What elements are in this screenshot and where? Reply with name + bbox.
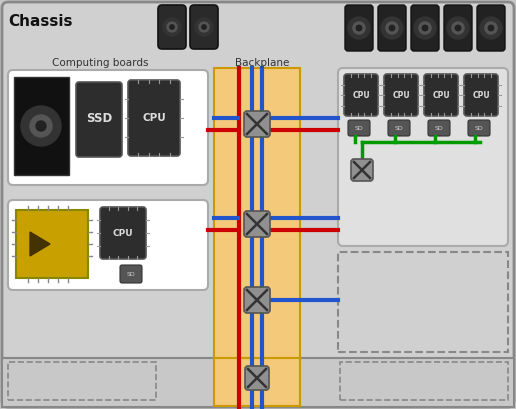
Circle shape: [21, 106, 61, 146]
Text: Backplane: Backplane: [235, 58, 289, 68]
Circle shape: [170, 25, 174, 29]
Text: SSD: SSD: [86, 112, 112, 126]
FancyBboxPatch shape: [8, 70, 208, 185]
FancyBboxPatch shape: [344, 74, 378, 116]
Bar: [340, 362, 508, 400]
Circle shape: [419, 22, 431, 34]
FancyBboxPatch shape: [348, 120, 370, 136]
Bar: [8, 362, 156, 400]
FancyBboxPatch shape: [345, 5, 373, 51]
FancyBboxPatch shape: [245, 366, 269, 390]
Text: CPU: CPU: [142, 113, 166, 123]
FancyBboxPatch shape: [428, 120, 450, 136]
FancyBboxPatch shape: [468, 120, 490, 136]
FancyBboxPatch shape: [464, 74, 498, 116]
FancyBboxPatch shape: [444, 5, 472, 51]
Bar: [214, 68, 300, 358]
Circle shape: [455, 25, 461, 31]
Circle shape: [353, 22, 365, 34]
FancyBboxPatch shape: [76, 82, 122, 157]
Text: SD: SD: [475, 126, 483, 130]
FancyBboxPatch shape: [128, 80, 180, 156]
FancyBboxPatch shape: [190, 5, 218, 49]
FancyBboxPatch shape: [244, 111, 270, 137]
Circle shape: [30, 115, 52, 137]
Circle shape: [386, 22, 398, 34]
Circle shape: [389, 25, 395, 31]
FancyBboxPatch shape: [351, 159, 373, 181]
Text: SD: SD: [354, 126, 363, 130]
Circle shape: [485, 22, 497, 34]
Circle shape: [36, 121, 46, 131]
Circle shape: [414, 17, 436, 39]
Text: Computing boards: Computing boards: [52, 58, 148, 68]
Circle shape: [381, 17, 403, 39]
FancyBboxPatch shape: [338, 68, 508, 246]
Circle shape: [480, 17, 502, 39]
Text: CPU: CPU: [432, 90, 450, 99]
Bar: [338, 252, 508, 352]
Bar: [14, 77, 69, 175]
Text: CPU: CPU: [112, 229, 133, 238]
Circle shape: [348, 17, 370, 39]
FancyBboxPatch shape: [384, 74, 418, 116]
FancyBboxPatch shape: [424, 74, 458, 116]
Polygon shape: [30, 232, 50, 256]
Bar: [16, 210, 88, 278]
FancyBboxPatch shape: [100, 207, 146, 259]
Bar: [2, 358, 514, 407]
FancyBboxPatch shape: [244, 211, 270, 237]
Circle shape: [199, 22, 209, 32]
Text: SD: SD: [434, 126, 443, 130]
FancyBboxPatch shape: [477, 5, 505, 51]
Text: Chassis: Chassis: [8, 14, 73, 29]
Circle shape: [163, 18, 181, 36]
Bar: [214, 358, 300, 406]
FancyBboxPatch shape: [158, 5, 186, 49]
FancyBboxPatch shape: [388, 120, 410, 136]
Circle shape: [167, 22, 177, 32]
FancyBboxPatch shape: [8, 200, 208, 290]
Circle shape: [447, 17, 469, 39]
Text: SD: SD: [126, 272, 135, 276]
FancyBboxPatch shape: [411, 5, 439, 51]
Text: CPU: CPU: [352, 90, 370, 99]
Text: ✕: ✕: [36, 119, 46, 133]
Circle shape: [452, 22, 464, 34]
FancyBboxPatch shape: [244, 287, 270, 313]
Circle shape: [422, 25, 428, 31]
Text: SD: SD: [395, 126, 404, 130]
Text: CPU: CPU: [472, 90, 490, 99]
FancyBboxPatch shape: [120, 265, 142, 283]
Circle shape: [202, 25, 206, 29]
Text: CPU: CPU: [392, 90, 410, 99]
Circle shape: [356, 25, 362, 31]
Circle shape: [195, 18, 213, 36]
Circle shape: [488, 25, 494, 31]
FancyBboxPatch shape: [378, 5, 406, 51]
